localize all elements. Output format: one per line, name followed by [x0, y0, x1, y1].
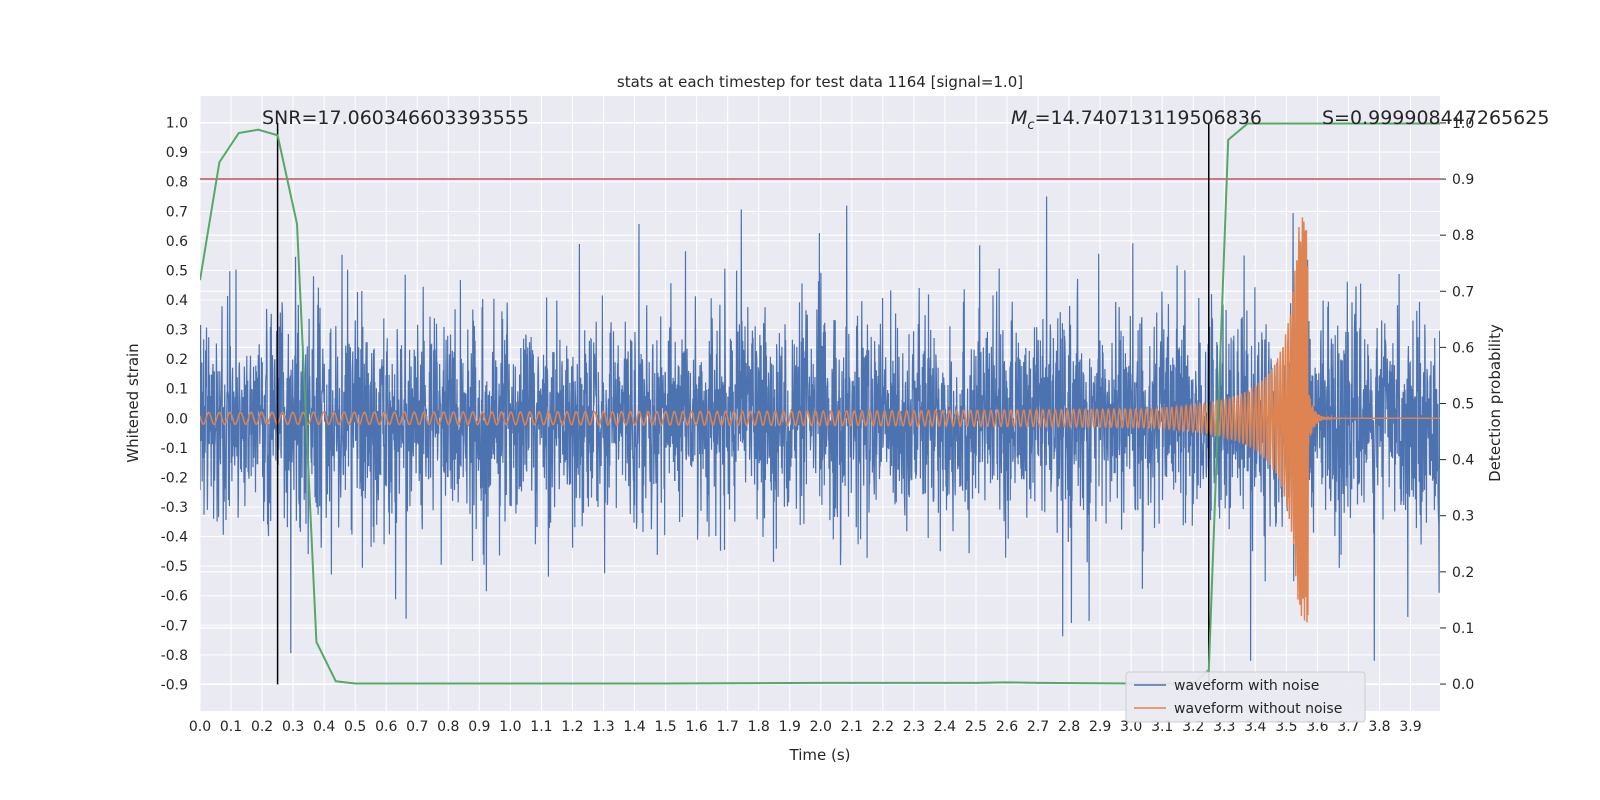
x-tick-label: 1.6 [685, 719, 707, 735]
x-tick-label: 0.5 [344, 719, 366, 735]
plot-series [200, 122, 1440, 685]
x-tick-label: 0.0 [189, 719, 211, 735]
chirp-mass-subscript: c [1027, 118, 1034, 133]
x-tick-label: 3.2 [1182, 719, 1204, 735]
x-tick-label: 2.0 [810, 719, 832, 735]
x-tick-label: 0.2 [251, 719, 273, 735]
y-right-tick-label: 0.4 [1452, 453, 1474, 469]
x-tick-label: 1.7 [717, 719, 739, 735]
y-tick-label: 0.5 [166, 263, 188, 279]
x-tick-label: 3.0 [1120, 719, 1142, 735]
s-annotation: S=0.999908447265625 [1322, 107, 1549, 129]
y-right-tick-label: 0.7 [1452, 284, 1474, 300]
vertical-markers [276, 122, 1210, 685]
x-tick-label: 3.5 [1275, 719, 1297, 735]
y-right-tick-label: 0.5 [1452, 397, 1474, 413]
y-tick-label: 0.3 [166, 323, 188, 339]
chirp-mass-annotation: Mc=14.740713119506836 [1011, 107, 1262, 133]
y-tick-label: 1.0 [166, 116, 188, 132]
series-line-waveform-without-noise [200, 217, 1440, 623]
x-tick-label: 0.6 [375, 719, 397, 735]
series-line-waveform-with-noise [200, 196, 1440, 661]
legend-label-clean: waveform without noise [1174, 701, 1342, 717]
x-axis-label: Time (s) [789, 746, 851, 764]
x-tick-label: 1.4 [623, 719, 645, 735]
y-right-tick-label: 0.1 [1452, 621, 1474, 637]
y-tick-label: 0.2 [166, 352, 188, 368]
x-tick-label: 0.4 [313, 719, 335, 735]
x-tick-label: 2.6 [996, 719, 1018, 735]
snr-annotation: SNR=17.060346603393555 [262, 107, 529, 129]
chirp-mass-symbol: M [1011, 107, 1027, 129]
x-tick-label: 3.8 [1368, 719, 1390, 735]
y-tick-label: -0.2 [161, 470, 188, 486]
y-right-tick-label: 0.3 [1452, 509, 1474, 525]
y-tick-label: -0.8 [161, 648, 188, 664]
x-tick-labels: 0.0 0.1 0.2 0.3 0.4 0.5 0.6 0.7 0.8 0.9 1.0 1.1 1.2 1… [189, 719, 1422, 735]
y-tick-label: 0.7 [166, 204, 188, 220]
x-tick-label: 2.2 [872, 719, 894, 735]
y-right-tick-label: 0.6 [1452, 340, 1474, 356]
x-tick-label: 2.8 [1058, 719, 1080, 735]
y-right-tick-label: 0.2 [1452, 565, 1474, 581]
y-axis-label: Whitened strain [124, 343, 142, 462]
chirp-mass-value: =14.740713119506836 [1035, 107, 1262, 129]
x-tick-label: 1.1 [530, 719, 552, 735]
y-tick-label: -0.7 [161, 618, 188, 634]
x-tick-label: 3.6 [1306, 719, 1328, 735]
y-right-axis-label: Detection probability [1486, 324, 1504, 482]
legend-label-noisy: waveform with noise [1174, 678, 1319, 694]
legend-box [1125, 671, 1366, 723]
y-right-tick-label: 0.9 [1452, 172, 1474, 188]
x-tick-label: 1.0 [499, 719, 521, 735]
x-tick-label: 1.8 [748, 719, 770, 735]
chart-title: stats at each timestep for test data 116… [617, 73, 1023, 91]
x-tick-label: 0.8 [437, 719, 459, 735]
series-line-detection-probability [200, 122, 1440, 685]
x-tick-label: 1.2 [561, 719, 583, 735]
legend: waveform with noise waveform without noi… [1125, 671, 1366, 723]
y-tick-label: -0.6 [161, 589, 188, 605]
y-tick-label: -0.9 [161, 677, 188, 693]
x-tick-label: 0.9 [468, 719, 490, 735]
x-tick-label: 0.7 [406, 719, 428, 735]
y-tick-label: 0.9 [166, 145, 188, 161]
x-tick-label: 3.7 [1337, 719, 1359, 735]
x-tick-label: 1.3 [592, 719, 614, 735]
x-tick-label: 2.5 [965, 719, 987, 735]
x-tick-label: 3.3 [1213, 719, 1235, 735]
x-tick-label: 3.1 [1151, 719, 1173, 735]
x-tick-label: 3.9 [1399, 719, 1421, 735]
y-tick-label: -0.1 [161, 441, 188, 457]
y-tick-label: 0.8 [166, 175, 188, 191]
y-tick-label: 0.6 [166, 234, 188, 250]
y-right-tick-label: 0.8 [1452, 228, 1474, 244]
y-right-tick-labels: 1.0 0.9 0.8 0.7 0.6 0.5 0.4 0.3 0.2 0.1 0.0 [1452, 116, 1474, 693]
x-tick-label: 2.9 [1089, 719, 1111, 735]
y-tick-label: 0.4 [166, 293, 188, 309]
x-tick-label: 2.7 [1027, 719, 1049, 735]
x-tick-label: 3.4 [1244, 719, 1266, 735]
y-tick-label: -0.5 [161, 559, 188, 575]
x-tick-label: 0.1 [220, 719, 242, 735]
x-tick-label: 0.3 [282, 719, 304, 735]
y-right-tick-label: 1.0 [1452, 116, 1474, 132]
y-right-tick-label: 0.0 [1452, 677, 1474, 693]
y-tick-label: -0.4 [161, 530, 188, 546]
x-tick-label: 2.1 [841, 719, 863, 735]
x-tick-label: 2.4 [934, 719, 956, 735]
x-tick-label: 1.9 [779, 719, 801, 735]
y-tick-label: 0.0 [166, 411, 188, 427]
x-tick-label: 2.3 [903, 719, 925, 735]
y-tick-label: -0.3 [161, 500, 188, 516]
y-tick-labels: 1.0 0.9 0.8 0.7 0.6 0.5 0.4 0.3 0.2 0.1 0.0 -0.1 -0.… [161, 116, 188, 694]
y-tick-label: 0.1 [166, 382, 188, 398]
x-tick-label: 1.5 [654, 719, 676, 735]
